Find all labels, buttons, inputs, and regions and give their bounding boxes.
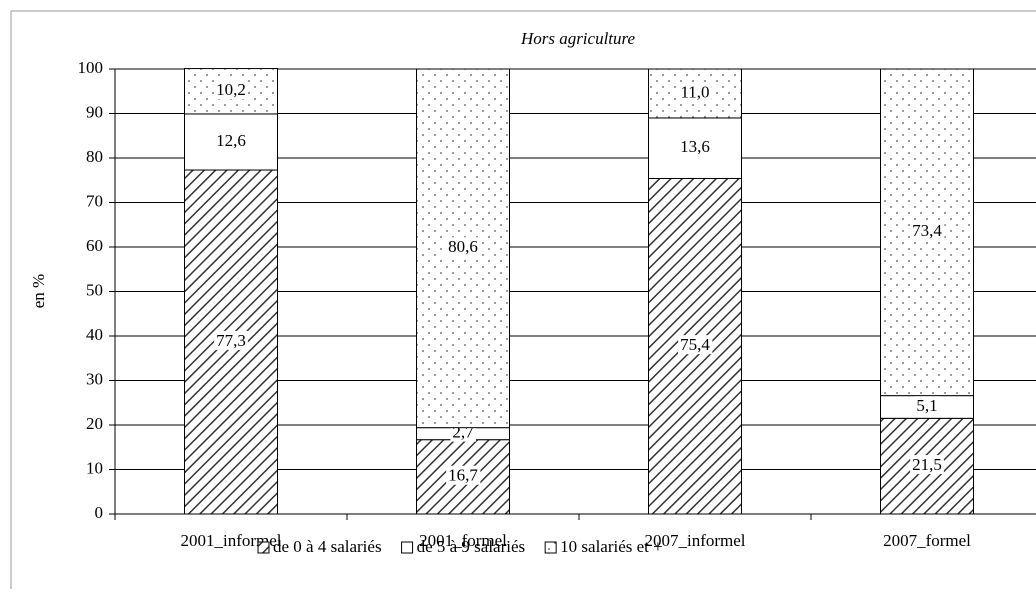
value-label-bg [678,335,713,355]
legend-swatch [401,541,414,554]
value-label-bg [914,395,940,415]
legend-swatch [544,541,557,554]
value-label: 77,3 [216,331,246,350]
y-tick-label: 60 [86,236,103,255]
value-label-bg [214,130,248,150]
value-label: 80,6 [448,237,478,256]
legend-label: 10 salariés et + [560,537,663,556]
y-tick-label: 0 [95,503,104,522]
y-tick-label: 90 [86,102,103,121]
value-label: 73,4 [912,221,942,240]
x-tick-label: 2001_formel [419,531,507,550]
value-label-bg [214,80,248,100]
value-label: 10,2 [216,80,246,99]
legend-label: de 5 à 9 salariés [417,537,526,556]
value-label: 12,6 [216,131,246,150]
value-label-bg [214,330,248,350]
value-label-bg [678,137,712,157]
x-tick-label: 2001_informel [180,531,281,550]
value-label-bg [446,237,480,257]
legend-label: de 0 à 4 salariés [273,537,382,556]
value-label: 13,6 [680,137,710,156]
value-label-bg [910,455,944,475]
value-label: 16,7 [448,466,478,485]
y-tick-label: 30 [86,369,103,388]
value-label: 75,4 [680,335,710,354]
chart-frame [10,10,1036,594]
value-label: 5,1 [916,396,937,415]
y-tick-label: 70 [86,191,103,210]
value-label-bg [910,221,945,241]
y-tick-label: 80 [86,147,103,166]
legend-swatch [257,541,270,554]
y-axis-label: en % [29,274,48,308]
value-label: 11,0 [680,82,709,101]
value-label: 21,5 [912,455,942,474]
value-label-bg [678,82,712,102]
y-tick-label: 50 [86,280,103,299]
y-tick-label: 20 [86,414,103,433]
x-tick-label: 2007_informel [644,531,745,550]
value-label-bg [446,465,481,485]
y-tick-label: 10 [86,458,103,477]
chart-title: Hors agriculture [520,29,636,48]
bar-segment [648,68,742,119]
x-tick-label: 2007_formel [883,531,971,550]
y-tick-label: 100 [78,58,104,77]
y-tick-label: 40 [86,325,103,344]
